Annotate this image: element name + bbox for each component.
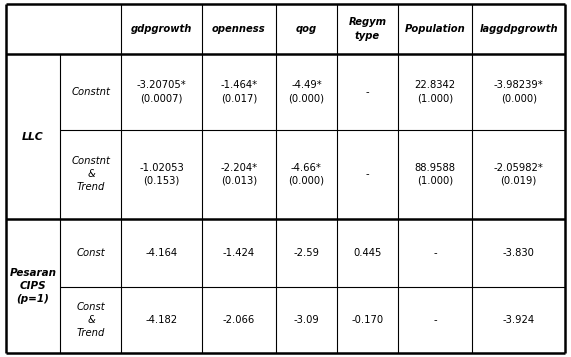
Text: -2.05982*
(0.019): -2.05982* (0.019): [494, 162, 544, 186]
Text: -1.02053
(0.153): -1.02053 (0.153): [139, 162, 184, 186]
Text: -3.924: -3.924: [502, 315, 534, 325]
Text: -: -: [365, 169, 369, 179]
Text: Const
&
Trend: Const & Trend: [77, 302, 105, 338]
Text: qog: qog: [296, 24, 317, 34]
Text: -: -: [433, 248, 437, 258]
Text: -4.49*
(0.000): -4.49* (0.000): [288, 80, 324, 104]
Text: -4.164: -4.164: [146, 248, 178, 258]
Text: -3.20705*
(0.0007): -3.20705* (0.0007): [137, 80, 187, 104]
Text: 22.8342
(1.000): 22.8342 (1.000): [415, 80, 456, 104]
Text: -4.66*
(0.000): -4.66* (0.000): [288, 162, 324, 186]
Text: -4.182: -4.182: [146, 315, 178, 325]
Text: Constnt
&
Trend: Constnt & Trend: [71, 156, 110, 192]
Text: -3.09: -3.09: [293, 315, 319, 325]
Text: -2.59: -2.59: [293, 248, 319, 258]
Text: 0.445: 0.445: [353, 248, 381, 258]
Text: Population: Population: [405, 24, 465, 34]
Text: -2.066: -2.066: [223, 315, 255, 325]
Text: -3.830: -3.830: [502, 248, 534, 258]
Text: openness: openness: [212, 24, 266, 34]
Text: Const: Const: [77, 248, 105, 258]
Text: laggdpgrowth: laggdpgrowth: [479, 24, 558, 34]
Text: gdpgrowth: gdpgrowth: [131, 24, 192, 34]
Text: -2.204*
(0.013): -2.204* (0.013): [220, 162, 258, 186]
Text: -0.170: -0.170: [351, 315, 384, 325]
Text: 88.9588
(1.000): 88.9588 (1.000): [415, 162, 456, 186]
Text: -: -: [433, 315, 437, 325]
Text: -1.424: -1.424: [223, 248, 255, 258]
Text: Pesaran
CIPS
(p=1): Pesaran CIPS (p=1): [10, 268, 57, 304]
Text: Regym
type: Regym type: [348, 17, 387, 41]
Text: Constnt: Constnt: [71, 87, 110, 97]
Text: LLC: LLC: [22, 131, 44, 141]
Text: -3.98239*
(0.000): -3.98239* (0.000): [494, 80, 544, 104]
Text: -: -: [365, 87, 369, 97]
Text: -1.464*
(0.017): -1.464* (0.017): [220, 80, 258, 104]
